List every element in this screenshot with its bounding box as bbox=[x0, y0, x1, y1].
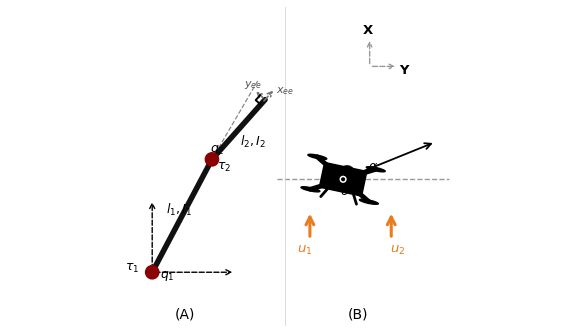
Ellipse shape bbox=[367, 167, 385, 172]
Text: (B): (B) bbox=[348, 308, 368, 322]
Text: $u_2$: $u_2$ bbox=[390, 244, 405, 257]
Text: $u_1$: $u_1$ bbox=[297, 244, 312, 257]
Text: $\tau_1$: $\tau_1$ bbox=[125, 262, 139, 276]
Ellipse shape bbox=[301, 187, 320, 192]
Ellipse shape bbox=[360, 199, 378, 204]
Polygon shape bbox=[319, 162, 367, 196]
Ellipse shape bbox=[308, 154, 327, 159]
Circle shape bbox=[339, 175, 348, 184]
Text: $l_1, I_1$: $l_1, I_1$ bbox=[166, 202, 192, 218]
Text: $o$: $o$ bbox=[340, 185, 349, 198]
Circle shape bbox=[205, 153, 219, 166]
Text: $l_2, I_2$: $l_2, I_2$ bbox=[240, 133, 266, 149]
Circle shape bbox=[145, 266, 159, 279]
Circle shape bbox=[342, 178, 344, 181]
Text: $\tau_2$: $\tau_2$ bbox=[217, 161, 231, 174]
Text: $x_{ee}$: $x_{ee}$ bbox=[276, 85, 294, 97]
Ellipse shape bbox=[342, 166, 353, 174]
Text: $y_{ee}$: $y_{ee}$ bbox=[244, 79, 262, 91]
Text: $\alpha$: $\alpha$ bbox=[368, 160, 378, 173]
Text: $q_1$: $q_1$ bbox=[160, 269, 174, 283]
Text: (A): (A) bbox=[175, 308, 196, 322]
Text: $q_2$: $q_2$ bbox=[210, 143, 225, 157]
Text: Y: Y bbox=[400, 64, 409, 77]
Text: X: X bbox=[363, 24, 373, 37]
